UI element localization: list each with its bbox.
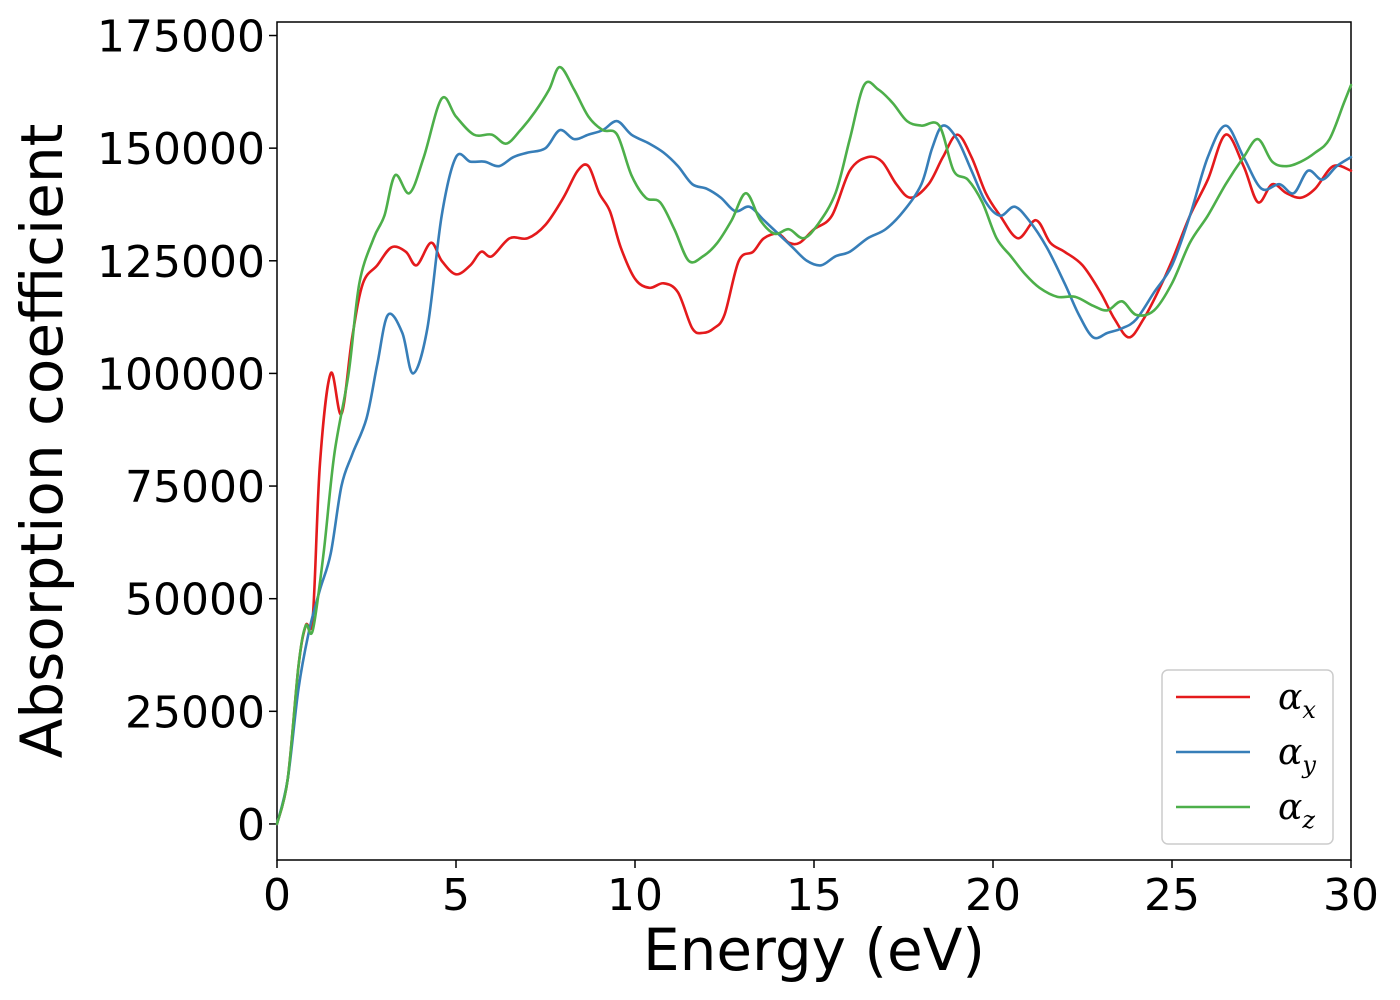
y-tick-label: 50000 [125,575,265,626]
x-tick-label: 0 [263,870,291,921]
x-tick-label: 20 [965,870,1021,921]
series-line-z [275,65,1353,826]
series-line-x [275,133,1353,826]
y-tick-label: 25000 [125,687,265,738]
y-tick-label: 175000 [97,12,265,63]
y-tick-label: 150000 [97,124,265,175]
legend-subscript: y [1301,751,1316,779]
legend-subscript: x [1302,696,1316,724]
series-lines [275,65,1353,826]
legend-symbol: α [1278,677,1302,718]
legend-subscript: z [1301,806,1315,834]
y-tick-label: 0 [237,800,265,851]
x-tick-label: 15 [786,870,842,921]
legend-symbol: α [1278,732,1302,773]
x-tick-label: 30 [1323,870,1379,921]
y-tick-label: 100000 [97,349,265,400]
legend-box [1161,669,1334,845]
x-tick-label: 25 [1144,870,1200,921]
x-tick-label: 5 [442,870,470,921]
x-axis-ticks: 0 5 10 15 20 25 30 [263,860,1379,921]
legend-label-z: αz [1278,787,1315,834]
series-line-y [275,119,1353,826]
y-tick-label: 75000 [125,462,265,513]
legend-label-x: αx [1278,677,1316,724]
x-axis-label: Energy (eV) [643,916,985,984]
legend-label-y: αy [1278,732,1316,779]
y-tick-label: 125000 [97,237,265,288]
y-axis-ticks: 0 25000 50000 75000 100000 125000 150000 175000 [97,12,277,851]
legend-symbol: α [1278,787,1302,828]
y-axis-label: Absorption coefficient [8,124,76,759]
x-tick-label: 10 [607,870,663,921]
